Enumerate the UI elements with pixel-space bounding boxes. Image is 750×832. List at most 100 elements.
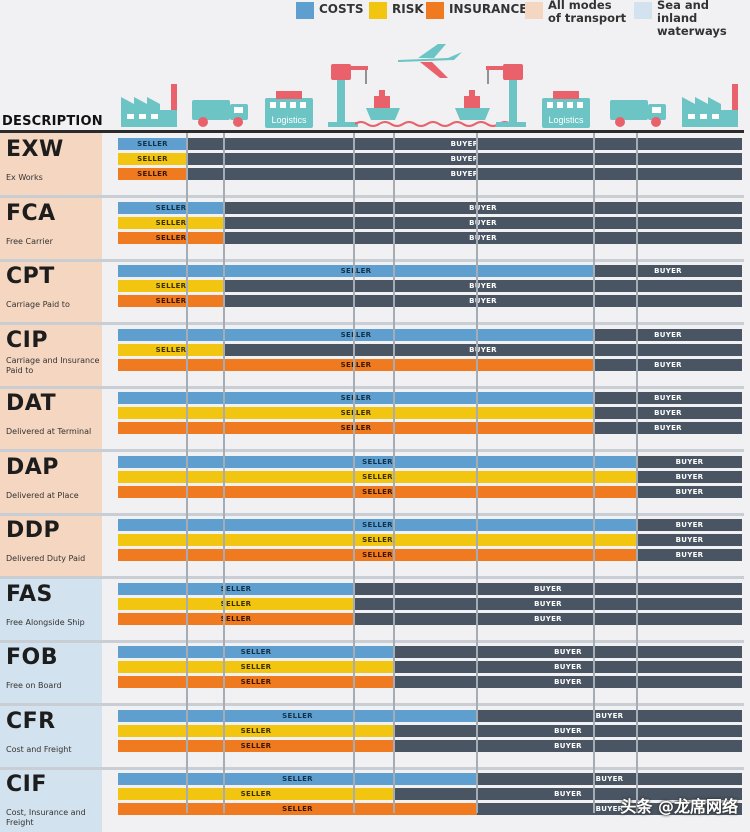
seller-insurance-bar: SELLER: [118, 676, 394, 688]
seller-risk-bar: SELLER: [118, 280, 224, 292]
crane-left-icon: [328, 64, 368, 127]
buyer-risk-bar: BUYER: [594, 407, 742, 419]
term-row-exw: EXW Ex Works SELLER BUYER SELLER BUYER SELLER B…: [0, 133, 744, 197]
buyer-insurance-bar: BUYER: [224, 231, 742, 244]
logistics-right-label: Logistics: [548, 115, 584, 125]
seller-costs-bar: SELLER: [118, 455, 637, 468]
water-icon: [354, 121, 512, 127]
buyer-risk-bar: BUYER: [224, 343, 742, 356]
seller-costs-bar: SELLER: [118, 519, 637, 531]
term-code: FCA: [6, 200, 56, 226]
buyer-costs-bar: BUYER: [477, 709, 742, 722]
buyer-costs-bar: BUYER: [354, 582, 742, 595]
seller-insurance-bar: SELLER: [118, 803, 477, 815]
seller-costs-bar: SELLER: [118, 773, 477, 785]
row-separator: [0, 766, 744, 770]
buyer-costs-bar: BUYER: [594, 265, 742, 277]
term-description: CFR Cost and Freight: [0, 704, 102, 768]
term-name: Ex Works: [6, 173, 43, 182]
crane-right-icon: [486, 64, 526, 127]
term-row-fca: FCA Free Carrier SELLER BUYER SELLER BUYER SEL…: [0, 196, 744, 260]
legend-swatch: [525, 2, 543, 19]
term-row-cip: CIP Carriage and Insurance Paid to SELLER B…: [0, 323, 744, 387]
buyer-insurance-bar: BUYER: [394, 739, 742, 752]
logistics-left-icon: [265, 91, 313, 128]
buyer-risk-bar: BUYER: [187, 153, 742, 165]
term-description: DDP Delivered Duty Paid: [0, 514, 102, 578]
buyer-insurance-bar: BUYER: [354, 612, 742, 625]
legend-label: Sea and inland waterways: [657, 0, 727, 38]
seller-insurance-bar: SELLER: [118, 422, 594, 434]
term-row-dap: DAP Delivered at Place SELLER BUYER SELLER BU…: [0, 450, 744, 514]
header-divider: [0, 130, 744, 133]
plane-icon: [398, 44, 462, 78]
term-code: FAS: [6, 581, 53, 607]
logistics-right-icon: [542, 91, 590, 128]
seller-risk-bar: SELLER: [118, 661, 394, 673]
seller-risk-bar: SELLER: [118, 724, 394, 737]
seller-insurance-bar: SELLER: [118, 739, 394, 752]
row-separator: [0, 449, 744, 452]
description-header: DESCRIPTION: [2, 114, 103, 129]
term-description: CIF Cost, Insurance and Freight: [0, 768, 102, 832]
truck-right-icon: [610, 100, 666, 127]
buyer-costs-bar: BUYER: [477, 773, 742, 785]
term-description: FAS Free Alongside Ship: [0, 577, 102, 641]
buyer-insurance-bar: BUYER: [594, 422, 742, 434]
factory-right-icon: [682, 84, 738, 127]
term-name: Carriage Paid to: [6, 300, 70, 309]
term-code: DDP: [6, 518, 61, 543]
term-name: Free Carrier: [6, 236, 53, 246]
buyer-risk-bar: BUYER: [224, 280, 742, 292]
term-code: CFR: [6, 708, 56, 734]
row-separator: [0, 195, 744, 198]
logistics-left-label: Logistics: [271, 115, 307, 125]
seller-risk-bar: SELLER: [118, 216, 224, 229]
buyer-insurance-bar: BUYER: [637, 549, 742, 561]
term-code: EXW: [6, 137, 64, 162]
seller-insurance-bar: SELLER: [118, 358, 594, 371]
buyer-costs-bar: BUYER: [637, 519, 742, 531]
seller-costs-bar: SELLER: [118, 646, 394, 658]
buyer-insurance-bar: BUYER: [637, 485, 742, 498]
term-description: DAT Delivered at Terminal: [0, 387, 102, 451]
factory-left-icon: [121, 84, 177, 127]
buyer-insurance-bar: BUYER: [477, 803, 742, 815]
watermark: 头条 @龙席网络: [620, 797, 738, 816]
term-row-fob: FOB Free on Board SELLER BUYER SELLER BUYER SE…: [0, 641, 744, 705]
buyer-risk-bar: BUYER: [637, 470, 742, 483]
buyer-risk-bar: BUYER: [394, 661, 742, 673]
legend-label: RISK: [392, 2, 424, 16]
term-row-ddp: DDP Delivered Duty Paid SELLER BUYER SELLER B…: [0, 514, 744, 578]
legend-swatch: [296, 2, 314, 19]
term-description: EXW Ex Works: [0, 133, 102, 197]
seller-risk-bar: SELLER: [118, 343, 224, 356]
term-description: FOB Free on Board: [0, 641, 102, 705]
term-code: CPT: [6, 264, 55, 289]
buyer-risk-bar: BUYER: [394, 788, 742, 800]
term-description: FCA Free Carrier: [0, 196, 102, 260]
legend-swatch: [426, 2, 444, 19]
transport-icons: Logistics Logistics: [0, 40, 750, 132]
buyer-risk-bar: BUYER: [354, 597, 742, 610]
seller-costs-bar: SELLER: [118, 709, 477, 722]
term-description: CIP Carriage and Insurance Paid to: [0, 323, 102, 387]
seller-risk-bar: SELLER: [118, 788, 394, 800]
term-row-cpt: CPT Carriage Paid to SELLER BUYER SELLER BUYE…: [0, 260, 744, 324]
term-name: Free on Board: [6, 681, 62, 690]
legend-swatch: [369, 2, 387, 19]
legend-label: All modes of transport: [548, 0, 627, 25]
seller-risk-bar: SELLER: [118, 153, 187, 165]
seller-risk-bar: SELLER: [118, 407, 594, 419]
term-code: FOB: [6, 645, 58, 670]
row-separator: [0, 258, 744, 262]
term-row-cfr: CFR Cost and Freight SELLER BUYER SELLER BUYE…: [0, 704, 744, 768]
term-row-cif: CIF Cost, Insurance and Freight SELLER BUYE…: [0, 768, 744, 832]
term-name: Cost and Freight: [6, 744, 72, 754]
term-description: DAP Delivered at Place: [0, 450, 102, 514]
term-name: Delivered Duty Paid: [6, 554, 86, 563]
seller-costs-bar: SELLER: [118, 392, 594, 404]
row-separator: [0, 512, 744, 516]
term-row-dat: DAT Delivered at Terminal SELLER BUYER SELLE…: [0, 387, 744, 451]
buyer-costs-bar: BUYER: [637, 455, 742, 468]
